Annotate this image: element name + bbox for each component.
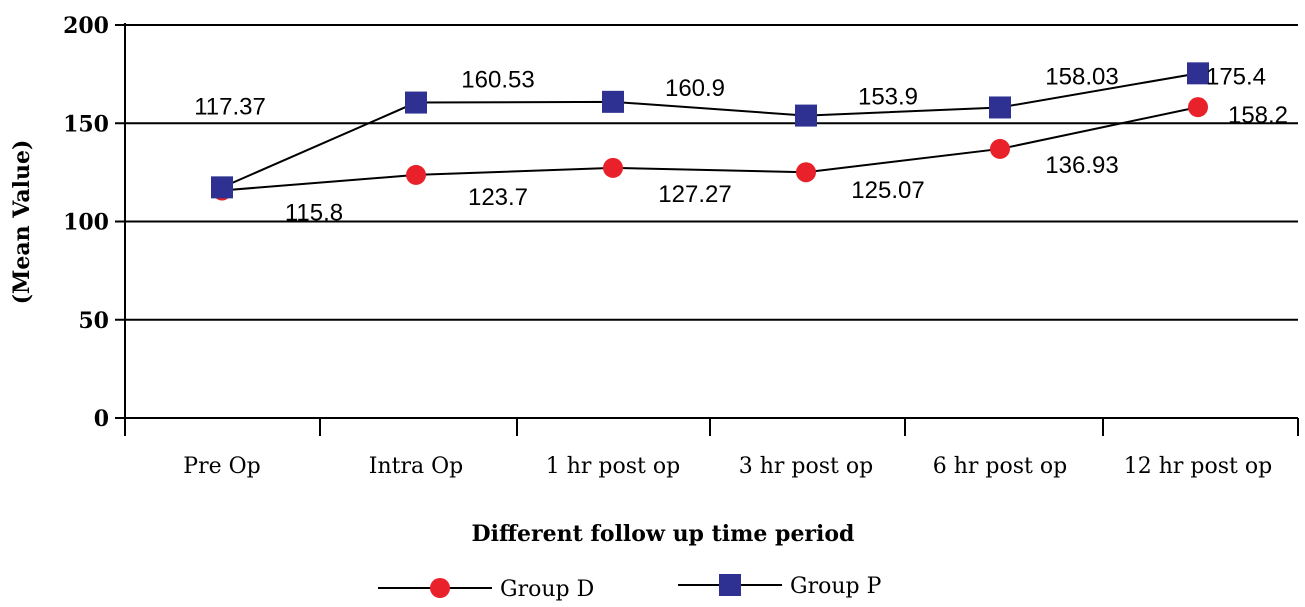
- x-tick-label: 12 hr post op: [1124, 454, 1272, 479]
- point-group-d: [796, 162, 816, 183]
- y-axis-ticks: 0 50 100 150 200: [63, 13, 125, 432]
- y-tick-label: 0: [94, 406, 109, 432]
- data-label-group-d: 115.8: [285, 199, 343, 226]
- y-axis-title: (Mean Value): [9, 140, 35, 305]
- y-tick-label: 100: [63, 210, 109, 236]
- data-label-group-p: 160.9: [665, 75, 725, 102]
- x-tick-label: Intra Op: [369, 454, 463, 479]
- point-group-p: [602, 90, 624, 113]
- data-label-group-d: 127.27: [658, 181, 731, 208]
- data-label-group-d: 123.7: [468, 184, 528, 211]
- legend-label-group-p: Group P: [790, 574, 882, 599]
- series-layer: [211, 62, 1209, 201]
- y-tick-label: 50: [78, 308, 109, 334]
- data-label-group-d: 136.93: [1045, 152, 1118, 179]
- legend-marker-group-p: [719, 574, 741, 596]
- data-label-group-d: 125.07: [851, 177, 924, 204]
- data-label-group-p: 160.53: [461, 67, 534, 94]
- legend: Group D Group P: [378, 574, 882, 602]
- point-group-p: [989, 96, 1011, 119]
- gridlines: [125, 24, 1298, 321]
- data-labels: 115.8 123.7 127.27 125.07 136.93 158.2 117.37 1…: [194, 63, 1288, 226]
- point-group-p: [211, 176, 233, 199]
- x-tick-label: 1 hr post op: [546, 454, 680, 479]
- legend-label-group-d: Group D: [500, 577, 594, 602]
- point-group-d: [406, 164, 426, 185]
- legend-marker-group-d: [430, 578, 450, 598]
- series-line-group-d: [221, 106, 1199, 192]
- x-axis-ticks: Pre Op Intra Op 1 hr post op 3 hr post op 6 …: [183, 418, 1299, 479]
- x-tick-label: 3 hr post op: [739, 454, 873, 479]
- point-group-p: [405, 91, 427, 114]
- data-label-group-p: 175.4: [1206, 63, 1266, 90]
- point-group-d: [990, 138, 1010, 159]
- y-tick-label: 200: [63, 13, 109, 39]
- data-label-group-d: 158.2: [1228, 102, 1288, 129]
- x-tick-label: 6 hr post op: [933, 454, 1067, 479]
- point-group-d: [603, 157, 623, 178]
- y-tick-label: 150: [63, 111, 109, 137]
- data-label-group-p: 117.37: [194, 93, 266, 120]
- data-label-group-p: 153.9: [858, 84, 918, 111]
- x-tick-label: Pre Op: [183, 454, 260, 479]
- point-group-p: [1187, 62, 1209, 85]
- data-label-group-p: 158.03: [1045, 63, 1118, 90]
- series-line-group-p: [221, 72, 1199, 189]
- point-group-d: [1188, 97, 1208, 118]
- x-axis-title: Different follow up time period: [472, 521, 855, 547]
- point-group-p: [795, 104, 817, 127]
